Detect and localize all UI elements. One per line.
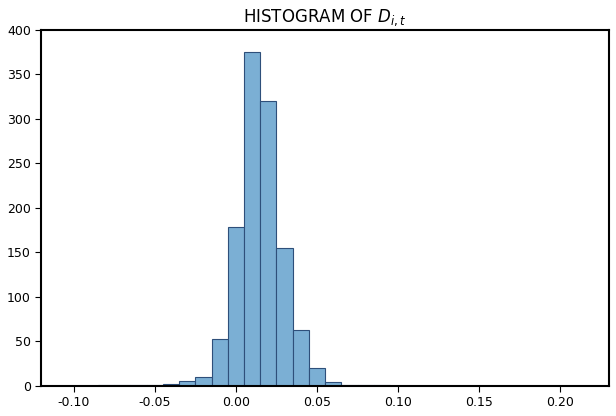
Bar [374, 385, 390, 386]
Bar [211, 339, 228, 386]
Bar [163, 384, 179, 386]
Bar [358, 385, 374, 386]
Bar [131, 385, 147, 386]
Bar [179, 381, 195, 386]
Bar [325, 382, 341, 386]
Bar [228, 227, 244, 386]
Bar [309, 368, 325, 386]
Bar [195, 377, 211, 386]
Bar [147, 385, 163, 386]
Bar [244, 52, 260, 386]
Bar [341, 385, 358, 386]
Title: HISTOGRAM OF $D_{i,t}$: HISTOGRAM OF $D_{i,t}$ [243, 7, 407, 27]
Bar [98, 385, 114, 386]
Bar [277, 248, 293, 386]
Bar [114, 385, 131, 386]
Bar [293, 330, 309, 386]
Bar [260, 101, 277, 386]
